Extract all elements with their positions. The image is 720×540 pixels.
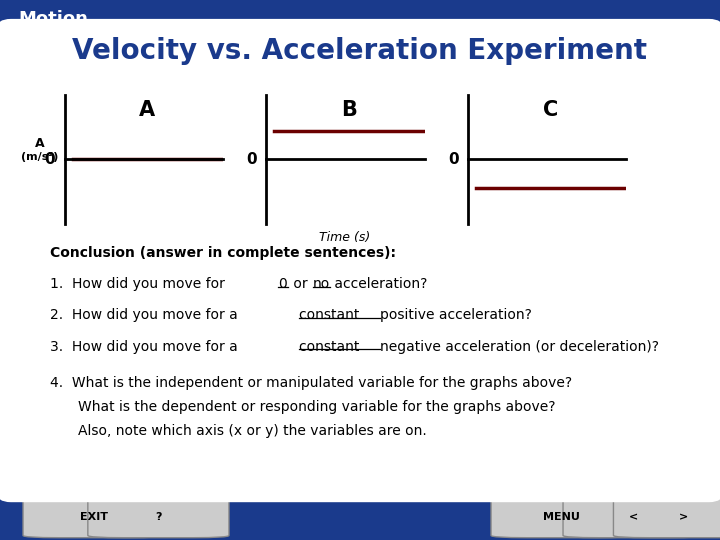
- Text: 4.  What is the independent or manipulated variable for the graphs above?: 4. What is the independent or manipulate…: [50, 376, 572, 390]
- Text: 2.  How did you move for a: 2. How did you move for a: [50, 308, 243, 322]
- Text: 1.  How did you move for: 1. How did you move for: [50, 277, 230, 291]
- Text: constant: constant: [299, 340, 364, 354]
- Text: C: C: [543, 100, 558, 120]
- Text: <: <: [629, 512, 638, 522]
- FancyBboxPatch shape: [88, 497, 229, 538]
- Text: or: or: [289, 277, 312, 291]
- Text: no: no: [313, 277, 330, 291]
- Text: 0: 0: [246, 152, 257, 167]
- Text: >: >: [680, 512, 688, 522]
- Text: MENU: MENU: [543, 512, 580, 522]
- Text: A: A: [35, 137, 45, 150]
- Text: (m/s²): (m/s²): [21, 152, 58, 161]
- FancyBboxPatch shape: [563, 497, 704, 538]
- Text: Conclusion (answer in complete sentences):: Conclusion (answer in complete sentences…: [50, 246, 397, 260]
- Text: Time (s): Time (s): [318, 231, 370, 244]
- Text: What is the dependent or responding variable for the graphs above?: What is the dependent or responding vari…: [78, 400, 555, 414]
- Text: Motion: Motion: [18, 10, 88, 28]
- Text: EXIT: EXIT: [80, 512, 107, 522]
- Text: 0: 0: [278, 277, 287, 291]
- Text: 0: 0: [45, 152, 55, 167]
- Text: constant: constant: [299, 308, 364, 322]
- Text: A: A: [139, 100, 156, 120]
- Text: negative acceleration (or deceleration)?: negative acceleration (or deceleration)?: [380, 340, 660, 354]
- FancyBboxPatch shape: [23, 497, 164, 538]
- Text: Velocity vs. Acceleration Experiment: Velocity vs. Acceleration Experiment: [73, 37, 647, 65]
- FancyBboxPatch shape: [613, 497, 720, 538]
- Text: ?: ?: [155, 512, 162, 522]
- Text: B: B: [341, 100, 356, 120]
- Text: positive acceleration?: positive acceleration?: [380, 308, 532, 322]
- Text: acceleration?: acceleration?: [330, 277, 428, 291]
- Text: 0: 0: [448, 152, 459, 167]
- FancyBboxPatch shape: [491, 497, 632, 538]
- Text: 3.  How did you move for a: 3. How did you move for a: [50, 340, 243, 354]
- Text: Also, note which axis (x or y) the variables are on.: Also, note which axis (x or y) the varia…: [78, 424, 426, 438]
